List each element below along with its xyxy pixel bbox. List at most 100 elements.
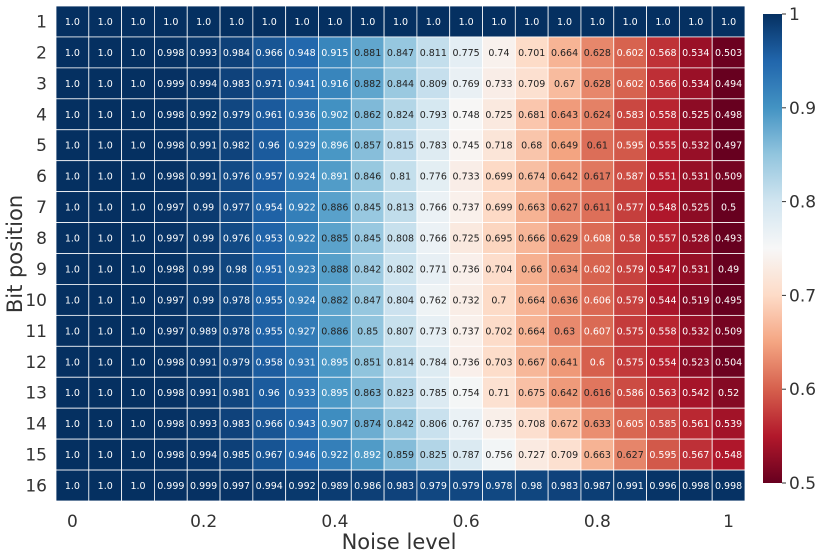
heatmap-cell bbox=[547, 160, 582, 193]
cell-value-label: 1.0 bbox=[688, 17, 703, 28]
heatmap-cell bbox=[121, 345, 155, 378]
cell-value-label: 0.997 bbox=[223, 481, 250, 492]
cell-value-label: 0.68 bbox=[521, 141, 542, 152]
heatmap-cell bbox=[318, 407, 352, 440]
heatmap-cell bbox=[55, 98, 90, 131]
y-tick-label: 4 bbox=[36, 105, 47, 125]
cell-value-label: 0.885 bbox=[321, 234, 348, 245]
heatmap-cell bbox=[416, 67, 451, 100]
heatmap-cell bbox=[613, 314, 647, 347]
y-tick-label: 12 bbox=[25, 353, 47, 373]
heatmap-cell bbox=[678, 376, 713, 409]
heatmap-cell bbox=[154, 345, 188, 378]
heatmap-cell bbox=[678, 345, 713, 378]
cell-value-label: 1.0 bbox=[130, 48, 145, 59]
cell-value-label: 0.811 bbox=[420, 48, 447, 59]
cell-value-label: 0.983 bbox=[223, 419, 250, 430]
cell-value-label: 1.0 bbox=[130, 419, 145, 430]
colorbar-tick-label: 1 bbox=[789, 5, 800, 25]
heatmap-cell bbox=[219, 36, 254, 69]
cell-value-label: 0.844 bbox=[387, 79, 414, 90]
heatmap-cell bbox=[711, 376, 746, 409]
cell-value-label: 0.847 bbox=[387, 48, 414, 59]
cell-value-label: 0.998 bbox=[682, 481, 709, 492]
heatmap-cell bbox=[678, 469, 713, 502]
heatmap-cell bbox=[482, 345, 516, 378]
heatmap-cell bbox=[55, 222, 90, 254]
heatmap-cell bbox=[580, 284, 615, 316]
cell-value-label: 0.675 bbox=[518, 388, 545, 399]
heatmap-cell bbox=[613, 438, 647, 471]
cell-value-label: 0.999 bbox=[157, 481, 184, 492]
cell-value-label: 0.978 bbox=[485, 481, 512, 492]
heatmap-cell bbox=[482, 67, 516, 100]
heatmap-cell bbox=[646, 253, 680, 285]
heatmap-cell bbox=[154, 222, 188, 254]
cell-value-label: 0.629 bbox=[551, 234, 578, 245]
cell-value-label: 0.951 bbox=[256, 264, 283, 275]
heatmap-cell bbox=[514, 407, 549, 440]
heatmap-cell bbox=[383, 253, 418, 285]
cell-value-label: 0.523 bbox=[682, 357, 709, 368]
x-tick-label: 0 bbox=[67, 512, 78, 532]
heatmap-cell bbox=[416, 129, 451, 162]
heatmap-cell bbox=[252, 129, 287, 162]
heatmap-cell bbox=[449, 253, 483, 285]
cell-value-label: 0.642 bbox=[551, 172, 578, 183]
cell-value-label: 0.998 bbox=[157, 264, 184, 275]
cell-value-label: 0.548 bbox=[649, 203, 676, 214]
heatmap-cell bbox=[514, 469, 549, 502]
cell-value-label: 1.0 bbox=[98, 234, 113, 245]
cell-value-label: 0.804 bbox=[387, 295, 414, 306]
heatmap-cell bbox=[88, 160, 123, 193]
cell-value-label: 0.997 bbox=[157, 234, 184, 245]
cell-value-label: 1.0 bbox=[65, 203, 80, 214]
cell-value-label: 0.997 bbox=[157, 203, 184, 214]
heatmap-cell bbox=[613, 98, 647, 131]
heatmap-cell bbox=[88, 222, 123, 254]
heatmap-cell bbox=[711, 5, 746, 38]
cell-value-label: 0.575 bbox=[617, 326, 644, 337]
cell-value-label: 1.0 bbox=[65, 295, 80, 306]
cell-value-label: 0.994 bbox=[190, 79, 217, 90]
x-axis-ticks: 0 0.2 0.4 0.6 0.8 1 bbox=[67, 512, 734, 532]
cell-value-label: 0.989 bbox=[190, 326, 217, 337]
cell-value-label: 0.699 bbox=[485, 172, 512, 183]
heatmap-cell bbox=[383, 438, 418, 471]
cell-value-label: 0.976 bbox=[223, 172, 250, 183]
y-tick-label: 15 bbox=[25, 446, 47, 466]
cell-value-label: 0.96 bbox=[259, 388, 280, 399]
cell-value-label: 1.0 bbox=[130, 388, 145, 399]
cell-value-label: 0.998 bbox=[157, 141, 184, 152]
cell-value-label: 1.0 bbox=[130, 481, 145, 492]
cell-value-label: 0.577 bbox=[617, 203, 644, 214]
cell-value-label: 1.0 bbox=[98, 388, 113, 399]
cell-value-label: 0.998 bbox=[157, 419, 184, 430]
heatmap-cell bbox=[547, 5, 582, 38]
cell-value-label: 0.767 bbox=[453, 419, 480, 430]
heatmap-cell bbox=[154, 129, 188, 162]
heatmap-cell bbox=[646, 36, 680, 69]
cell-value-label: 0.736 bbox=[453, 357, 480, 368]
heatmap-cell bbox=[186, 253, 221, 285]
cell-value-label: 1.0 bbox=[130, 295, 145, 306]
colorbar-tick-label: 0.6 bbox=[789, 380, 816, 400]
heatmap-cell bbox=[88, 314, 123, 347]
cell-value-label: 0.503 bbox=[715, 48, 742, 59]
heatmap-cell bbox=[416, 314, 451, 347]
cell-value-label: 0.983 bbox=[551, 481, 578, 492]
cell-value-label: 0.497 bbox=[715, 141, 742, 152]
cell-value-label: 0.67 bbox=[554, 79, 575, 90]
cell-value-label: 1.0 bbox=[98, 264, 113, 275]
heatmap-cell bbox=[646, 469, 680, 502]
cell-value-label: 0.993 bbox=[190, 419, 217, 430]
heatmap-cell bbox=[55, 5, 90, 38]
colorbar bbox=[763, 14, 782, 483]
heatmap-cell bbox=[580, 376, 615, 409]
cell-value-label: 1.0 bbox=[557, 17, 572, 28]
cell-value-label: 0.847 bbox=[354, 295, 381, 306]
cell-value-label: 0.98 bbox=[521, 481, 542, 492]
cell-value-label: 0.498 bbox=[715, 110, 742, 121]
cell-value-label: 0.845 bbox=[354, 203, 381, 214]
heatmap-cell bbox=[580, 469, 615, 502]
